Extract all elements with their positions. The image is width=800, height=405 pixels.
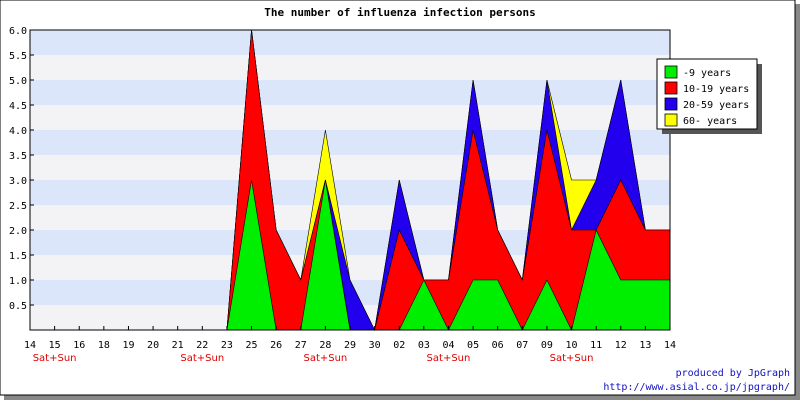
x-tick-label: 09 xyxy=(541,340,553,351)
weekend-label: Sat+Sun xyxy=(303,353,347,364)
y-tick-label: 3.5 xyxy=(9,151,27,162)
weekend-label: Sat+Sun xyxy=(427,353,471,364)
legend-items: -9 years 10-19 years 20-59 years 60- years xyxy=(664,65,749,127)
y-tick-label: 6.0 xyxy=(9,26,27,37)
legend-swatch xyxy=(664,113,678,127)
legend-swatch xyxy=(664,81,678,95)
footer-url: http://www.asial.co.jp/jpgraph/ xyxy=(603,382,790,393)
x-tick-label: 27 xyxy=(295,340,307,351)
y-tick-label: 4.5 xyxy=(9,101,27,112)
x-tick-label: 20 xyxy=(147,340,159,351)
x-axis: 14 15 16 18 19 20 21 22 23 25 26 27 28 29 30 02 03 04 05 06… xyxy=(24,326,676,364)
legend-label: -9 years xyxy=(683,68,731,79)
x-tick-label: 29 xyxy=(344,340,356,351)
y-tick-label: 3.0 xyxy=(9,176,27,187)
y-tick-label: 2.0 xyxy=(9,226,27,237)
grid-band xyxy=(30,55,670,80)
y-axis: 0.5 1.0 1.5 2.0 2.5 3.0 3.5 4.0 4.5 5.0 5.5 6.0 xyxy=(9,26,34,330)
grid-band xyxy=(30,105,670,130)
weekend-label: Sat+Sun xyxy=(180,353,224,364)
legend-swatch xyxy=(664,65,678,79)
grid-band xyxy=(30,130,670,155)
x-tick-label: 23 xyxy=(221,340,233,351)
x-tick-label: 21 xyxy=(172,340,184,351)
x-tick-label: 02 xyxy=(393,340,405,351)
y-tick-label: 0.5 xyxy=(9,301,27,312)
x-tick-label: 28 xyxy=(319,340,331,351)
weekend-label: Sat+Sun xyxy=(33,353,77,364)
x-tick-label: 22 xyxy=(196,340,208,351)
x-tick-label: 30 xyxy=(369,340,381,351)
x-tick-label: 16 xyxy=(73,340,85,351)
x-tick-label: 12 xyxy=(615,340,627,351)
x-tick-label: 26 xyxy=(270,340,282,351)
x-tick-label: 10 xyxy=(566,340,578,351)
grid-band xyxy=(30,30,670,55)
legend: -9 years 10-19 years 20-59 years 60- years xyxy=(656,58,762,134)
x-tick-label: 18 xyxy=(98,340,110,351)
x-tick-label: 14 xyxy=(664,340,676,351)
x-tick-label: 05 xyxy=(467,340,479,351)
x-tick-label: 06 xyxy=(492,340,504,351)
y-tick-label: 5.0 xyxy=(9,76,27,87)
chart-title: The number of influenza infection person… xyxy=(264,6,536,19)
x-tick-label: 13 xyxy=(639,340,651,351)
footer-produced-by: produced by JpGraph xyxy=(676,368,790,379)
x-tick-label: 14 xyxy=(24,340,36,351)
x-tick-label: 25 xyxy=(246,340,258,351)
y-tick-label: 1.0 xyxy=(9,276,27,287)
y-tick-label: 5.5 xyxy=(9,51,27,62)
legend-swatch xyxy=(664,97,678,111)
weekend-label: Sat+Sun xyxy=(550,353,594,364)
y-tick-label: 1.5 xyxy=(9,251,27,262)
legend-label: 20-59 years xyxy=(683,100,749,111)
grid-band xyxy=(30,80,670,105)
x-tick-label: 11 xyxy=(590,340,602,351)
x-tick-label: 03 xyxy=(418,340,430,351)
x-tick-label: 07 xyxy=(516,340,528,351)
x-tick-label: 15 xyxy=(49,340,61,351)
grid-band xyxy=(30,155,670,180)
x-tick-label: 19 xyxy=(122,340,134,351)
y-tick-label: 2.5 xyxy=(9,201,27,212)
y-tick-label: 4.0 xyxy=(9,126,27,137)
x-tick-label: 04 xyxy=(442,340,454,351)
legend-label: 60- years xyxy=(683,116,737,127)
legend-label: 10-19 years xyxy=(683,84,749,95)
